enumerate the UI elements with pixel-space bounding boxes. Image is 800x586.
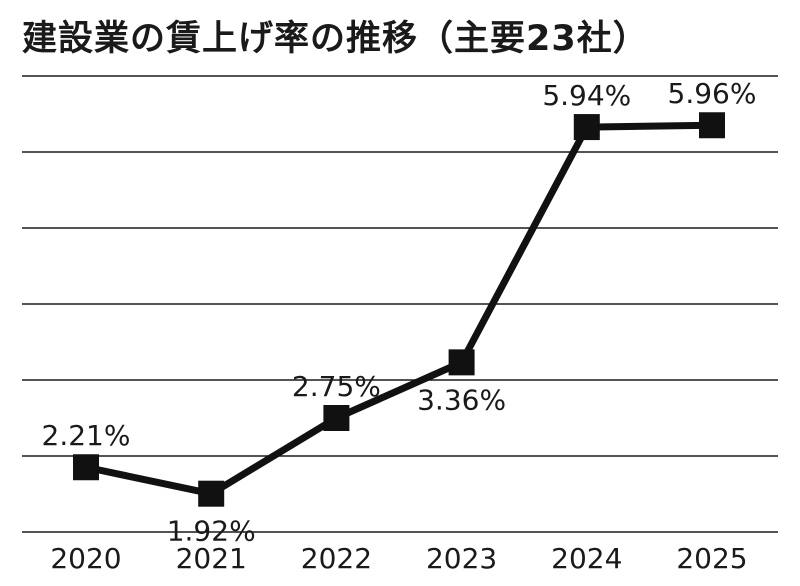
data-label: 5.94%: [542, 79, 631, 112]
data-label: 1.92%: [167, 515, 256, 548]
data-labels: 2.21% 1.92% 2.75% 3.36% 5.94% 5.96%: [42, 77, 757, 547]
data-point-marker: [323, 405, 350, 431]
data-label: 2.75%: [292, 370, 381, 403]
x-tick-label: 2024: [551, 542, 622, 575]
markers: [73, 112, 725, 507]
x-tick-label: 2025: [676, 542, 747, 575]
data-label: 5.96%: [668, 77, 757, 110]
series-line: [85, 121, 713, 498]
data-label: 2.21%: [42, 419, 131, 452]
x-tick-label: 2022: [301, 542, 372, 575]
x-tick-label: 2021: [176, 542, 247, 575]
chart-title: 建設業の賃上げ率の推移（主要23社）: [22, 19, 649, 59]
data-label: 3.36%: [417, 383, 506, 416]
x-tick-label: 2020: [50, 542, 121, 575]
data-point-marker: [699, 112, 725, 139]
series-line-path: [85, 121, 713, 498]
x-axis-ticks: 2020 2021 2022 2023 2024 2025: [50, 542, 747, 575]
x-tick-label: 2023: [426, 542, 497, 575]
data-point-marker: [198, 480, 225, 507]
data-point-marker: [448, 349, 475, 376]
data-point-marker: [73, 454, 99, 481]
gridlines: [22, 75, 778, 533]
data-point-marker: [573, 114, 600, 141]
